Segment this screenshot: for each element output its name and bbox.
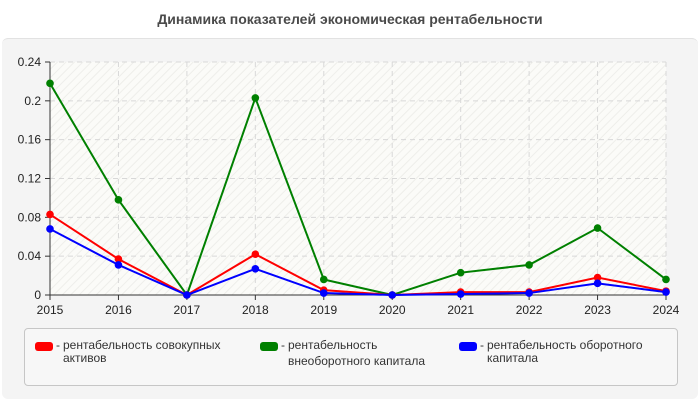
axes: 0 0.04 0.08 0.12 0.16 0.2 0.24 2015 2016 2017 2018… — [18, 55, 680, 317]
x-tick-label: 2021 — [447, 303, 474, 317]
x-tick-label: 2017 — [174, 303, 201, 317]
data-point — [456, 268, 465, 277]
x-tick-label: 2015 — [37, 303, 64, 317]
y-tick-label: 0.08 — [18, 210, 42, 224]
data-point — [662, 288, 670, 296]
legend-swatch-blue — [459, 342, 477, 351]
x-tick-label: 2019 — [310, 303, 337, 317]
y-tick-label: 0.2 — [24, 94, 41, 108]
legend-item-noncurrent-capital: - рентабельность внеоборотного капитала — [260, 339, 425, 368]
data-point — [114, 255, 123, 263]
y-tick-label: 0.12 — [18, 172, 42, 186]
x-tick-label: 2024 — [653, 303, 680, 317]
data-point — [456, 290, 465, 298]
data-point — [46, 79, 54, 88]
series-line — [49, 82, 667, 298]
series-line — [49, 213, 667, 297]
legend-dash: - — [480, 338, 484, 352]
chart-title: Динамика показателей экономическая рента… — [157, 11, 543, 27]
data-point — [251, 264, 260, 273]
y-tick-label: 0 — [34, 288, 41, 302]
x-tick-label: 2018 — [242, 303, 269, 317]
data-point — [662, 275, 670, 284]
data-point — [319, 289, 328, 297]
legend-item-current-capital: - рентабельность оборотного капитала — [459, 339, 643, 365]
legend-label: рентабельность — [288, 338, 378, 352]
legend-label-cont: внеоборотного капитала — [288, 354, 425, 368]
legend-label: рентабельность совокупных — [63, 338, 221, 352]
data-point — [183, 291, 191, 299]
x-tick-label: 2023 — [584, 303, 611, 317]
x-tick-label: 2016 — [105, 303, 132, 317]
x-tick-label: 2020 — [379, 303, 406, 317]
data-point — [593, 279, 602, 288]
data-series — [46, 79, 670, 299]
legend-swatch-green — [260, 342, 278, 351]
y-tick-label: 0.04 — [18, 249, 42, 263]
legend-dash: - — [56, 338, 60, 352]
data-point — [525, 261, 533, 269]
y-tick-label: 0.24 — [18, 55, 42, 69]
data-point — [525, 289, 533, 297]
series-line — [49, 228, 667, 297]
legend: - рентабельность совокупных активов - ре… — [24, 328, 678, 386]
legend-label-cont: капитала — [487, 351, 539, 365]
legend-item-total-assets: - рентабельность совокупных активов — [35, 339, 221, 365]
x-tick-label: 2022 — [516, 303, 543, 317]
legend-swatch-red — [35, 342, 53, 351]
legend-label-cont: активов — [63, 351, 107, 365]
data-point — [593, 273, 602, 282]
data-point — [46, 225, 54, 233]
data-point — [319, 275, 328, 284]
y-tick-label: 0.16 — [18, 133, 42, 147]
legend-dash: - — [281, 338, 285, 352]
data-point — [114, 261, 123, 269]
data-point — [251, 94, 260, 102]
data-point — [114, 196, 123, 204]
data-point — [593, 224, 602, 232]
chart-plot: 0 0.04 0.08 0.12 0.16 0.2 0.24 2015 2016 2017 2018… — [18, 55, 680, 317]
legend-label: рентабельность оборотного — [487, 338, 643, 352]
data-point — [388, 291, 397, 299]
data-point — [251, 250, 260, 259]
data-point — [46, 210, 54, 219]
